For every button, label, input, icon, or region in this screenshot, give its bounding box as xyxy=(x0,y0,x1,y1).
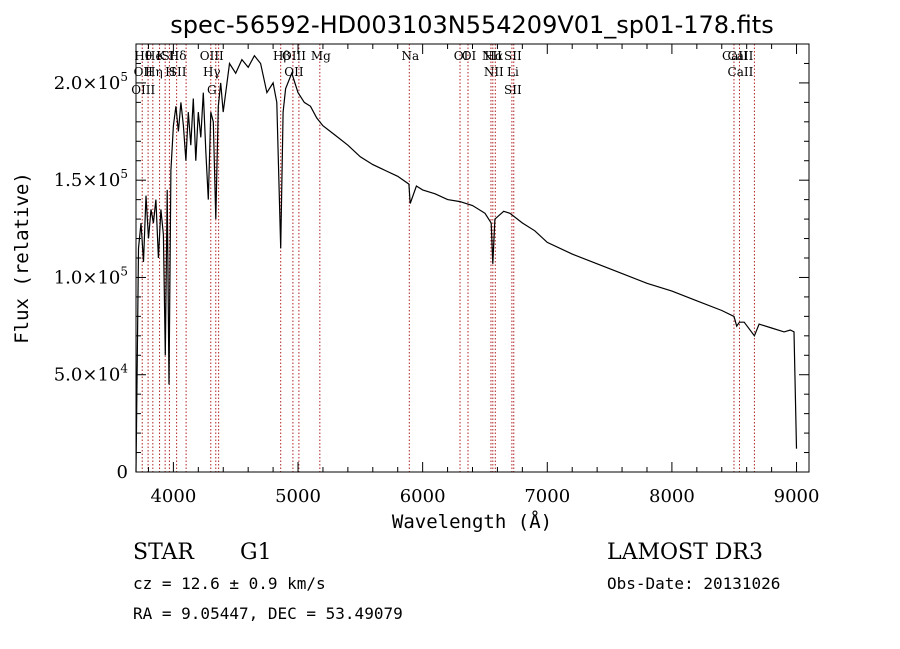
emission-line-markers xyxy=(141,44,755,472)
line-label: CaII xyxy=(728,65,754,79)
line-label: Hθ xyxy=(134,49,152,63)
y-axis-label: Flux (relative) xyxy=(11,172,33,344)
line-label: CaII xyxy=(722,49,748,63)
line-label: OII xyxy=(284,65,304,79)
line-label: K xyxy=(156,49,166,63)
y-tick-label: 1.5×105 xyxy=(54,167,128,191)
y-tick-mantissa: 2.0×10 xyxy=(54,73,121,94)
y-tick-mantissa: 5.0×10 xyxy=(54,365,121,386)
plot-frame xyxy=(135,43,810,473)
line-label: SII xyxy=(162,49,180,63)
line-label: H xyxy=(165,65,175,79)
x-axis-label: Wavelength (Å) xyxy=(392,510,552,533)
line-label: Hη xyxy=(145,65,163,79)
line-label: He xyxy=(145,49,163,63)
line-label: Hγ xyxy=(203,65,221,79)
spectrum-line xyxy=(135,54,798,473)
redshift-readout: cz = 12.6 ± 0.9 km/s xyxy=(133,574,326,593)
object-subclass: G1 xyxy=(240,540,272,565)
y-tick-exponent: 4 xyxy=(120,362,128,376)
survey-name: LAMOST DR3 xyxy=(607,540,763,565)
line-label: SII xyxy=(504,83,522,97)
line-label: Hδ xyxy=(169,49,187,63)
emission-line-labels: HθOIIOIIIHeHηKSIIHHδSIIOIIIHγGHβOIIIOIIM… xyxy=(131,49,753,97)
observation-date: Obs-Date: 20131026 xyxy=(607,574,781,593)
y-tick-exponent: 5 xyxy=(120,264,128,278)
line-label: OIII xyxy=(282,49,306,63)
line-label: Mg xyxy=(311,49,331,63)
line-label: NII xyxy=(484,65,504,79)
coordinates-readout: RA = 9.05447, DEC = 53.49079 xyxy=(133,604,403,623)
x-axis-ticks: 4000 5000 6000 7000 8000 9000 xyxy=(147,44,820,507)
line-label: OII xyxy=(134,65,154,79)
line-label: Na xyxy=(401,49,419,63)
line-label: OI xyxy=(454,49,469,63)
y-tick-label: 5.0×104 xyxy=(54,362,129,386)
line-label: Li xyxy=(507,65,519,79)
line-label: SII xyxy=(169,65,187,79)
line-label: NII xyxy=(482,49,502,63)
x-tick-label: 8000 xyxy=(649,486,695,507)
chart-title: spec-56592-HD003103N554209V01_sp01-178.f… xyxy=(170,11,773,39)
y-tick-label: 1.0×105 xyxy=(54,264,128,288)
x-tick-label: 7000 xyxy=(524,486,570,507)
y-tick-exponent: 5 xyxy=(120,70,128,84)
object-class: STAR xyxy=(133,540,194,565)
x-tick-label: 9000 xyxy=(774,486,820,507)
y-tick-label: 2.0×105 xyxy=(54,70,128,94)
y-tick-exponent: 5 xyxy=(120,167,128,181)
y-tick-mantissa: 1.5×10 xyxy=(54,170,121,191)
x-tick-label: 6000 xyxy=(400,486,446,507)
x-tick-label: 5000 xyxy=(275,486,321,507)
y-tick-label: 0 xyxy=(117,462,128,483)
y-tick-mantissa: 0 xyxy=(117,462,128,483)
x-tick-label: 4000 xyxy=(150,486,196,507)
line-label: OIII xyxy=(200,49,224,63)
line-label: SII xyxy=(504,49,522,63)
line-label: Hβ xyxy=(273,49,290,63)
line-label: Hα xyxy=(485,49,504,63)
line-label: CaII xyxy=(728,49,754,63)
line-label: OI xyxy=(462,49,477,63)
line-label: OIII xyxy=(131,83,155,97)
y-tick-mantissa: 1.0×10 xyxy=(54,267,121,288)
line-label: G xyxy=(207,83,217,97)
